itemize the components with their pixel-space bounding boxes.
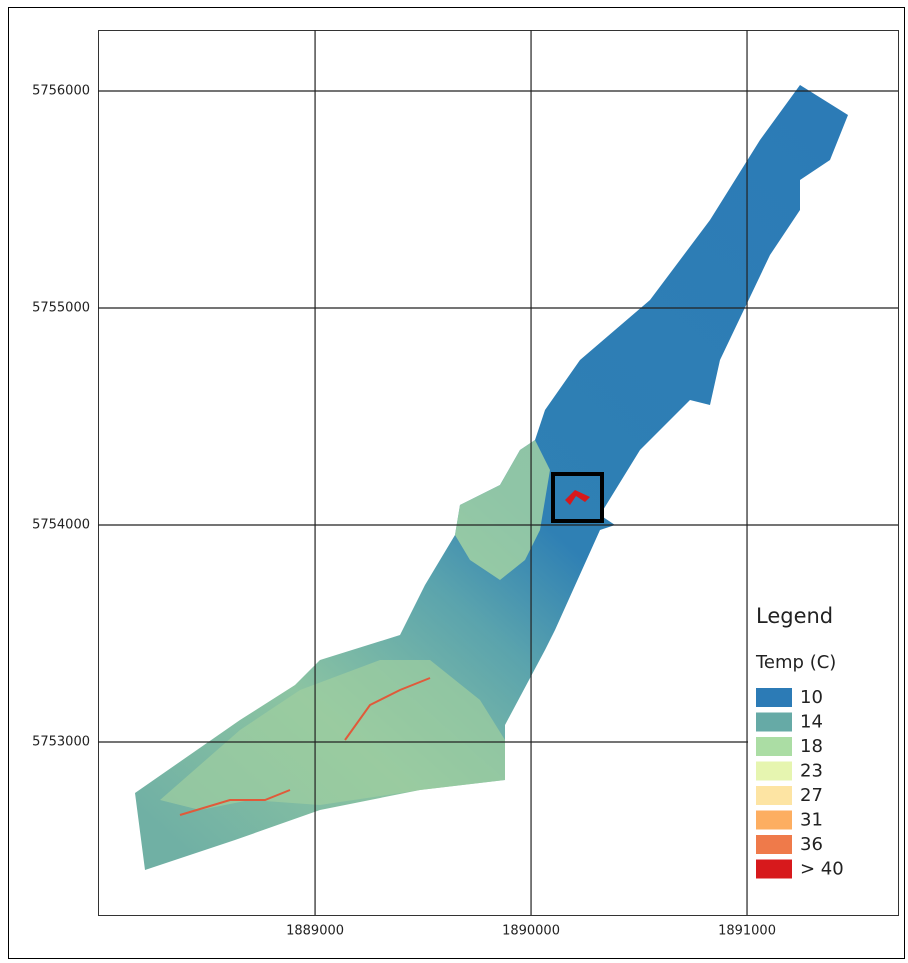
legend-swatch	[756, 835, 792, 854]
legend-label: 10	[800, 687, 823, 708]
y-tick-label: 5754000	[32, 518, 90, 533]
map-figure: Legend Temp (C) 10 14 18 23 27 31 36 > 40 18890…	[0, 0, 908, 963]
legend-swatch	[756, 688, 792, 707]
legend-swatch	[756, 811, 792, 830]
legend-label: > 40	[800, 859, 844, 880]
legend-title: Legend	[756, 604, 833, 628]
legend-swatch	[756, 737, 792, 756]
y-tick-label: 5753000	[32, 735, 90, 750]
y-tick-label: 5756000	[32, 83, 90, 98]
legend-swatch	[756, 713, 792, 732]
legend-swatch	[756, 762, 792, 781]
legend-label: 36	[800, 834, 823, 855]
x-tick-label: 1889000	[286, 924, 344, 939]
legend-swatch	[756, 860, 792, 879]
y-tick-label: 5755000	[32, 301, 90, 316]
legend-label: 14	[800, 712, 823, 733]
legend-label: 27	[800, 785, 823, 806]
legend-label: 31	[800, 810, 823, 831]
legend-label: 18	[800, 736, 823, 757]
x-tick-label: 1890000	[502, 924, 560, 939]
legend-subtitle: Temp (C)	[755, 652, 836, 673]
legend-swatch	[756, 786, 792, 805]
legend-label: 23	[800, 761, 823, 782]
x-tick-label: 1891000	[718, 924, 776, 939]
